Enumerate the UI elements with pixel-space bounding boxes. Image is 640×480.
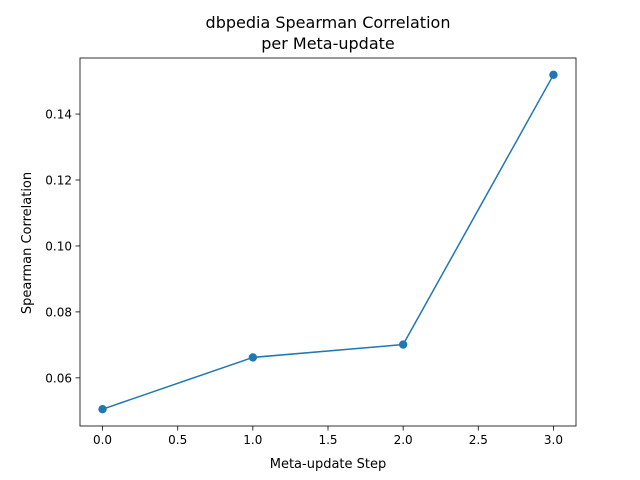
y-tick-label: 0.08: [45, 305, 72, 319]
chart-title-line-1: dbpedia Spearman Correlation: [206, 13, 451, 32]
y-axis-label: Spearman Correlation: [20, 172, 35, 314]
x-tick-label: 1.0: [243, 433, 262, 447]
y-tick-label: 0.10: [45, 239, 72, 253]
y-tick-label: 0.12: [45, 174, 72, 188]
data-point: [98, 404, 107, 414]
x-tick-label: 0.5: [168, 433, 187, 447]
x-tick-label: 2.5: [469, 433, 488, 447]
y-tick-label: 0.14: [45, 108, 72, 122]
data-point: [549, 70, 558, 80]
data-point: [248, 353, 258, 362]
chart-title-line-2: per Meta-update: [261, 34, 395, 53]
x-tick-label: 0.0: [93, 433, 112, 447]
x-axis-label: Meta-update Step: [270, 457, 387, 472]
axes-frame: [79, 57, 577, 427]
x-tick-label: 2.0: [394, 433, 413, 447]
x-tick-label: 1.5: [318, 433, 337, 447]
plot-area: 0.0 0.5 1.0 1.5 2.0 2.5 3.0 0.06 0.08 0.10 0.12 0.1…: [45, 57, 577, 447]
data-point: [398, 340, 408, 349]
y-tick-label: 0.06: [45, 371, 72, 385]
series-line: [102, 74, 555, 410]
x-tick-label: 3.0: [544, 433, 563, 447]
